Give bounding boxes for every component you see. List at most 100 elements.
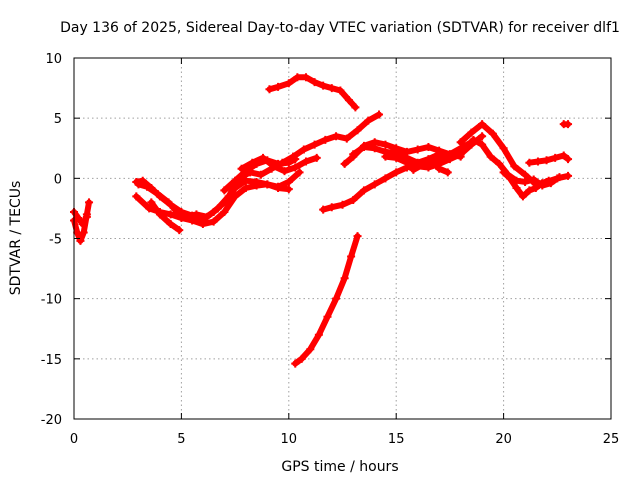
data-point <box>499 144 508 153</box>
x-tick-label: 5 <box>177 432 185 447</box>
data-point <box>310 78 319 87</box>
data-point <box>323 312 332 321</box>
data-point <box>564 171 573 180</box>
data-point <box>259 153 268 162</box>
data-point <box>359 143 368 152</box>
data-point <box>359 186 368 195</box>
data-point <box>555 173 564 182</box>
data-point <box>364 116 373 125</box>
data-point <box>531 183 540 192</box>
data-point <box>299 145 308 154</box>
data-point <box>351 103 360 112</box>
data-point <box>291 163 300 172</box>
x-tick-label: 20 <box>495 432 512 447</box>
data-point <box>153 189 162 198</box>
data-point <box>426 156 435 165</box>
data-point <box>256 170 265 179</box>
data-point <box>349 195 358 204</box>
series-arc-10 <box>291 232 362 368</box>
data-point <box>521 177 530 186</box>
data-point <box>192 210 201 219</box>
series-line <box>292 233 361 367</box>
data-point <box>342 134 351 143</box>
data-point <box>145 204 154 213</box>
chart-title: Day 136 of 2025, Sidereal Day-to-day VTE… <box>60 20 620 36</box>
data-point <box>417 161 426 170</box>
x-tick-labels: 0 5 10 15 20 25 <box>70 432 619 447</box>
data-point <box>499 168 508 177</box>
data-point <box>347 252 356 261</box>
data-point <box>284 158 293 167</box>
data-point <box>456 150 465 159</box>
data-point <box>166 210 175 219</box>
data-point <box>213 204 222 213</box>
data-point <box>336 86 345 95</box>
data-point <box>301 157 310 166</box>
data-point <box>338 200 347 209</box>
data-series <box>70 73 573 368</box>
y-tick-label: -10 <box>41 293 62 308</box>
data-point <box>79 228 88 237</box>
series-arc-20 <box>559 120 573 129</box>
data-point <box>252 181 261 190</box>
data-point <box>269 162 278 171</box>
series-line <box>71 209 90 228</box>
data-point <box>525 186 534 195</box>
data-point <box>310 140 319 149</box>
data-point <box>381 140 390 149</box>
data-point <box>297 354 306 363</box>
series-line <box>148 199 183 234</box>
series-arc-19 <box>525 151 573 167</box>
data-point <box>340 274 349 283</box>
data-point <box>353 232 362 241</box>
data-point <box>512 183 521 192</box>
grid-lines <box>74 58 611 419</box>
data-point <box>164 198 173 207</box>
data-point <box>78 220 87 229</box>
data-point <box>291 155 300 164</box>
data-point <box>564 155 573 164</box>
data-point <box>529 175 538 184</box>
data-point <box>542 156 551 165</box>
data-point <box>353 126 362 135</box>
data-point <box>147 198 156 207</box>
data-point <box>241 183 250 192</box>
data-point <box>175 226 184 235</box>
x-tick-label: 15 <box>388 432 405 447</box>
data-point <box>173 208 182 217</box>
data-point <box>319 81 328 90</box>
data-point <box>381 174 390 183</box>
data-point <box>443 168 452 177</box>
data-point <box>533 157 542 166</box>
data-point <box>413 145 422 154</box>
data-point <box>370 144 379 153</box>
x-tick-label: 25 <box>603 432 620 447</box>
data-point <box>467 128 476 137</box>
data-point <box>181 212 190 221</box>
data-point <box>198 220 207 229</box>
data-point <box>381 152 390 161</box>
data-point <box>409 165 418 174</box>
data-point <box>340 159 349 168</box>
x-tick-label: 0 <box>70 432 78 447</box>
data-point <box>166 220 175 229</box>
data-point <box>495 159 504 168</box>
data-point <box>209 217 218 226</box>
data-point <box>274 183 283 192</box>
y-tick-label: -5 <box>49 233 62 248</box>
data-point <box>248 158 257 167</box>
y-tick-label: 0 <box>54 172 62 187</box>
data-point <box>559 151 568 160</box>
data-point <box>280 167 289 176</box>
data-point <box>284 177 293 186</box>
data-point <box>306 345 315 354</box>
x-tick-label: 10 <box>281 432 298 447</box>
data-point <box>143 182 152 191</box>
y-tick-labels: -20 -15 -10 -5 0 5 10 <box>41 52 62 428</box>
data-point <box>295 168 304 177</box>
data-point <box>510 162 519 171</box>
data-point <box>332 294 341 303</box>
data-point <box>314 330 323 339</box>
plot-frame <box>73 57 612 420</box>
data-point <box>293 73 302 82</box>
